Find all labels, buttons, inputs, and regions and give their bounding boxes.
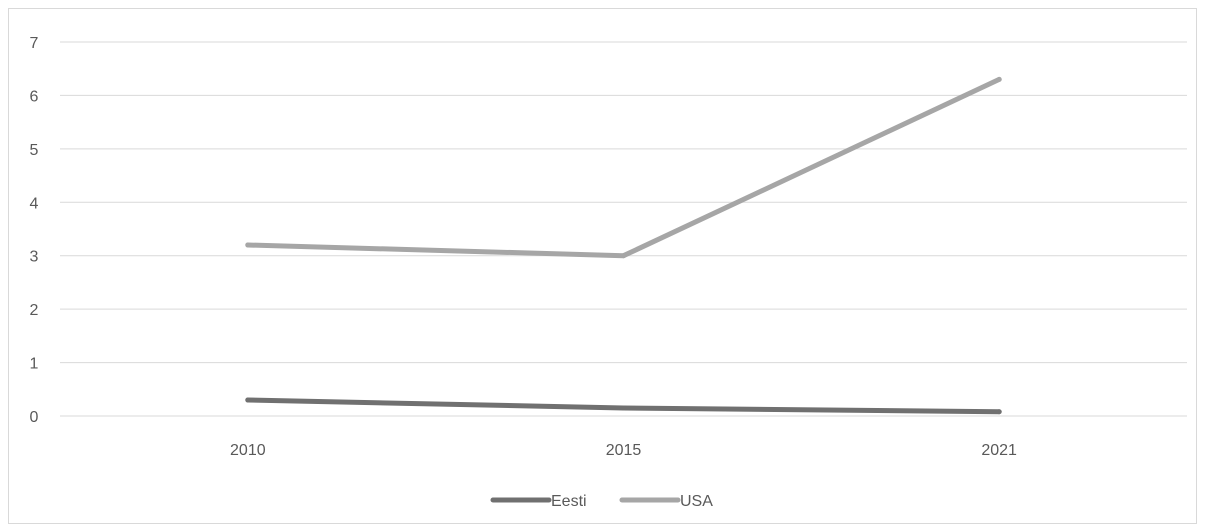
data-point-usa-2021 [996, 76, 1002, 82]
data-point-eesti-2010 [245, 397, 251, 403]
x-tick-label: 2015 [606, 442, 642, 459]
y-tick-label: 5 [30, 142, 39, 159]
y-tick-label: 7 [30, 35, 39, 52]
y-tick-label: 1 [30, 356, 39, 373]
x-tick-label: 2010 [230, 442, 266, 459]
legend: Eesti USA [490, 493, 713, 510]
y-tick-label: 6 [30, 88, 39, 105]
data-point-usa-2015 [621, 253, 626, 259]
legend-label-eesti: Eesti [551, 493, 587, 510]
y-tick-label: 3 [30, 249, 39, 266]
data-point-eesti-2021 [996, 409, 1002, 415]
y-tick-label: 2 [30, 302, 39, 319]
series-line-usa [245, 76, 1002, 259]
y-tick-label: 4 [30, 195, 39, 212]
y-tick-label: 0 [30, 409, 39, 426]
gridlines [60, 41, 1187, 417]
x-tick-label: 2021 [981, 442, 1017, 459]
legend-label-usa: USA [680, 493, 713, 510]
data-point-eesti-2015 [621, 405, 626, 411]
chart-frame [8, 8, 1197, 524]
series-lines [245, 76, 1002, 415]
data-point-usa-2010 [245, 242, 251, 248]
y-axis-ticks: 0 1 2 3 4 5 6 7 [30, 35, 39, 426]
x-axis-ticks: 2010 2015 2021 [230, 442, 1017, 459]
